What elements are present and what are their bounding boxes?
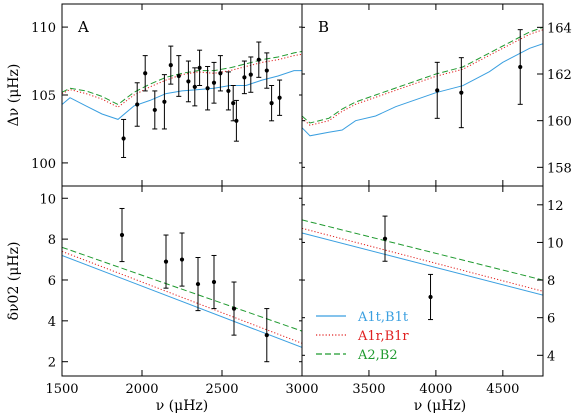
y-tick-label: 8 xyxy=(48,233,56,248)
series-line-B_bottom-g xyxy=(302,219,543,281)
series-line-B_top-r xyxy=(302,29,543,126)
series-line-A_top-g xyxy=(62,51,302,106)
data-point xyxy=(143,71,148,76)
y-tick-label: 162 xyxy=(547,68,572,83)
data-point xyxy=(163,259,169,264)
data-point xyxy=(186,79,191,84)
y-tick-label: 160 xyxy=(547,115,572,130)
series-line-A_bottom-g xyxy=(62,246,302,332)
x-tick-label: 3000 xyxy=(285,382,318,397)
data-point xyxy=(135,102,140,107)
data-point xyxy=(226,88,231,94)
panel-frame-B_top xyxy=(301,3,544,187)
x-tick-label: 2000 xyxy=(125,382,158,397)
y-tick-label: 110 xyxy=(31,21,56,36)
model-curves-layer xyxy=(62,26,543,348)
data-point xyxy=(242,75,247,80)
data-point xyxy=(211,80,217,85)
data-point xyxy=(179,257,185,262)
data-point xyxy=(231,306,237,311)
x-tick-label: 2500 xyxy=(205,382,238,397)
series-line-B_bottom-t xyxy=(302,232,543,296)
data-point xyxy=(435,88,440,93)
observed-points-layer xyxy=(119,29,523,363)
data-point xyxy=(459,90,464,95)
y-tick-label: 10 xyxy=(39,192,56,207)
x-tick-label: 1500 xyxy=(45,382,78,397)
series-line-A_top-r xyxy=(62,53,302,108)
data-point xyxy=(152,107,157,113)
y-axis-title: δν02 (μHz) xyxy=(6,242,22,321)
data-point xyxy=(277,95,282,100)
data-point xyxy=(269,101,274,106)
data-point xyxy=(121,136,126,141)
data-point xyxy=(234,118,239,123)
y-tick-label: 105 xyxy=(31,89,56,104)
series-line-A_bottom-t xyxy=(62,255,302,348)
data-point xyxy=(256,57,261,62)
y-tick-label: 2 xyxy=(48,356,56,371)
axes-layer: 100 105 110 A Δν (μHz) 158 160 162 164 B 2 4 6 8 10 150… xyxy=(6,3,572,397)
data-point xyxy=(428,294,433,300)
x-tick-label: 3500 xyxy=(352,382,385,397)
data-point xyxy=(192,84,197,89)
series-line-B_top-g xyxy=(302,26,543,124)
panel-frame-B_bottom xyxy=(301,185,544,377)
series-line-A_bottom-r xyxy=(62,250,302,344)
data-point xyxy=(197,65,202,70)
x-axis-label-right: ν (μHz) xyxy=(414,398,467,414)
data-point xyxy=(205,86,210,91)
y-tick-label: 8 xyxy=(547,274,555,289)
x-tick-label: 4500 xyxy=(486,382,519,397)
data-point xyxy=(168,63,173,68)
legend-label-g: A2,B2 xyxy=(357,348,398,363)
data-point xyxy=(264,68,269,73)
data-point xyxy=(518,64,523,70)
y-axis-title: Δν (μHz) xyxy=(6,64,22,127)
legend-label-t: A1t,B1t xyxy=(357,310,409,325)
data-point xyxy=(218,71,223,76)
panel-label-A: A xyxy=(77,18,89,36)
x-tick-label: 4000 xyxy=(419,382,452,397)
data-point xyxy=(195,281,201,287)
y-tick-label: 6 xyxy=(48,274,56,289)
data-point xyxy=(382,236,388,241)
legend-label-r: A1r,B1r xyxy=(357,329,409,344)
data-point xyxy=(231,101,236,106)
x-axis-label-left: ν (μHz) xyxy=(156,398,209,414)
y-tick-label: 6 xyxy=(547,312,555,327)
y-tick-label: 4 xyxy=(48,315,56,330)
y-tick-label: 12 xyxy=(547,199,564,214)
series-line-B_top-t xyxy=(302,43,543,137)
data-point xyxy=(211,279,217,285)
y-tick-label: 164 xyxy=(547,21,572,36)
series-line-A_top-t xyxy=(62,70,302,120)
data-point xyxy=(119,232,125,238)
data-point xyxy=(162,99,167,104)
y-tick-label: 4 xyxy=(547,349,555,364)
y-tick-label: 158 xyxy=(547,161,572,176)
panel-label-B: B xyxy=(318,18,329,36)
data-point xyxy=(248,72,253,77)
data-point xyxy=(176,73,181,79)
y-tick-label: 10 xyxy=(547,236,564,251)
y-tick-label: 100 xyxy=(31,157,56,172)
data-point xyxy=(264,333,269,338)
series-line-B_bottom-r xyxy=(302,227,543,292)
legend: A1t,B1t A1r,B1r A2,B2 xyxy=(316,310,409,363)
